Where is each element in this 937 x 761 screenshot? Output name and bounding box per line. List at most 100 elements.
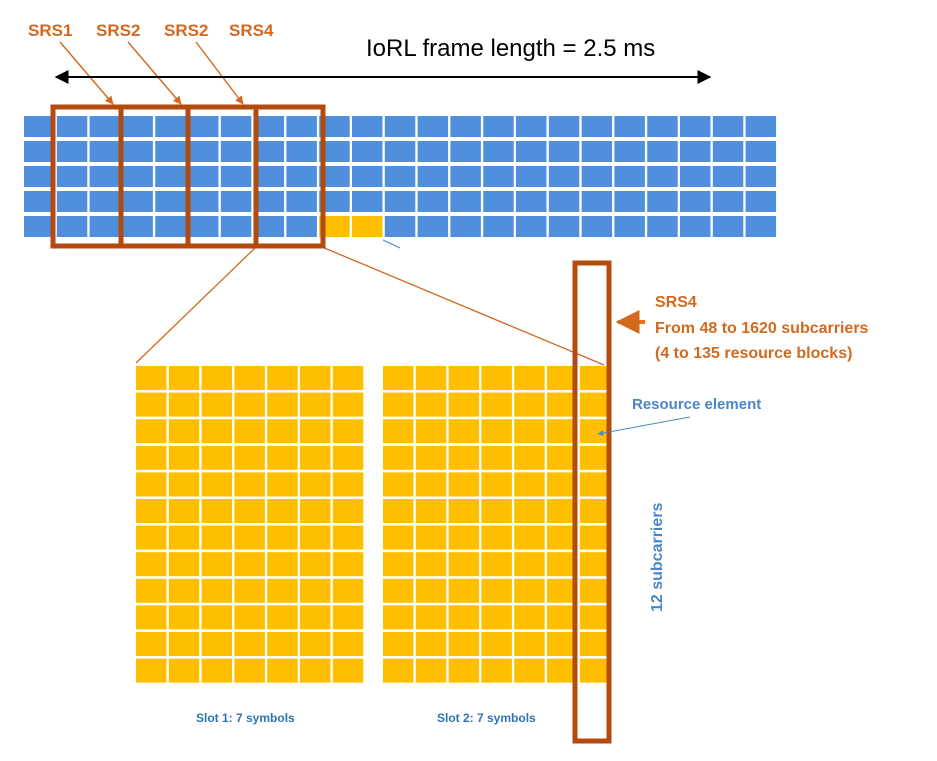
frame-cell [417, 141, 449, 162]
resource-element-cell [481, 658, 512, 683]
frame-cell [220, 191, 252, 212]
frame-cell [384, 166, 416, 187]
resource-element-cell [481, 525, 512, 550]
frame-cell [220, 166, 252, 187]
resource-element-cell [415, 578, 447, 603]
srs-pointer-arrows [59, 41, 244, 105]
resource-element-cell [300, 472, 331, 497]
resource-element-cell [448, 419, 480, 444]
resource-element-cell [579, 472, 611, 497]
resource-element-cell [168, 392, 200, 417]
srs-label-4: SRS4 [229, 21, 274, 40]
frame-cell [24, 166, 55, 187]
resource-element-cell [136, 658, 167, 683]
frame-cell [647, 116, 678, 137]
frame-cell [286, 216, 317, 237]
resource-element-label: Resource element [632, 396, 761, 413]
frame-cell [680, 116, 711, 137]
resource-element-cell [332, 605, 364, 630]
frame-cell [647, 191, 678, 212]
resource-element-cell [136, 605, 167, 630]
frame-cell [745, 191, 777, 212]
slot-1-grid [136, 366, 364, 683]
frame-cell [24, 141, 55, 162]
resource-element-cell [136, 632, 167, 656]
resource-element-cell [514, 552, 545, 577]
frame-cell [680, 166, 711, 187]
resource-element-cell [267, 472, 298, 497]
resource-element-cell [300, 499, 331, 523]
resource-element-cell [332, 632, 364, 656]
frame-cell [516, 191, 547, 212]
resource-element-cell [514, 578, 545, 603]
frame-cell [712, 116, 744, 137]
resource-element-cell [168, 472, 200, 497]
resource-element-cell [234, 472, 265, 497]
resource-element-cell [415, 445, 447, 470]
resource-element-cell [332, 445, 364, 470]
frame-cell [384, 191, 416, 212]
srs-outline-4 [253, 104, 326, 249]
resource-element-cell [415, 419, 447, 444]
resource-element-cell [234, 499, 265, 523]
zoom-line-right [321, 246, 605, 366]
srs-label-1: SRS1 [28, 21, 72, 40]
frame-cell [680, 141, 711, 162]
resource-element-cell [448, 499, 480, 523]
frame-cell [89, 166, 121, 187]
zoom-line-blue [382, 239, 401, 249]
frame-cell [417, 166, 449, 187]
frame-cell [122, 116, 153, 137]
frame-cell [548, 191, 580, 212]
frame-cell [581, 116, 613, 137]
resource-element-cell [300, 552, 331, 577]
frame-cell [220, 141, 252, 162]
frame-cell [319, 191, 350, 212]
frame-cell [122, 166, 153, 187]
resource-element-cell [201, 605, 233, 630]
frame-cell [122, 216, 153, 237]
resource-element-cell [383, 445, 414, 470]
resource-element-cell [579, 605, 611, 630]
resource-element-cell [201, 658, 233, 683]
frame-cell [745, 216, 777, 237]
frame-cell [286, 166, 317, 187]
frame-cell [548, 116, 580, 137]
frame-length-label: IoRL frame length = 2.5 ms [366, 35, 655, 62]
resource-element-cell [547, 658, 578, 683]
resource-element-cell [300, 392, 331, 417]
resource-element-cell [234, 658, 265, 683]
resource-element-cell [415, 499, 447, 523]
resource-element-cell [415, 658, 447, 683]
resource-element-cell [383, 525, 414, 550]
resource-element-cell [481, 366, 512, 390]
resource-element-cell [168, 366, 200, 390]
resource-element-cell [201, 499, 233, 523]
frame-cell [220, 216, 252, 237]
resource-element-cell [383, 499, 414, 523]
frame-cell [188, 216, 219, 237]
frame-cell [614, 191, 645, 212]
resource-element-cell [448, 392, 480, 417]
frame-cell [450, 141, 481, 162]
resource-element-cell [332, 658, 364, 683]
frame-cell [89, 191, 121, 212]
frame-cell [516, 216, 547, 237]
resource-element-cell [448, 552, 480, 577]
resource-element-cell [300, 632, 331, 656]
resource-element-cell [579, 499, 611, 523]
resource-element-cell [300, 366, 331, 390]
frame-cell [680, 191, 711, 212]
frame-cell [516, 116, 547, 137]
resource-element-cell [201, 392, 233, 417]
frame-cell [352, 116, 383, 137]
resource-element-cell [136, 578, 167, 603]
resource-element-cell [547, 525, 578, 550]
frame-cell [56, 216, 88, 237]
resource-element-cell [383, 472, 414, 497]
resource-element-cell [547, 552, 578, 577]
resource-element-cell [267, 366, 298, 390]
frame-cell [188, 166, 219, 187]
frame-cell [286, 116, 317, 137]
